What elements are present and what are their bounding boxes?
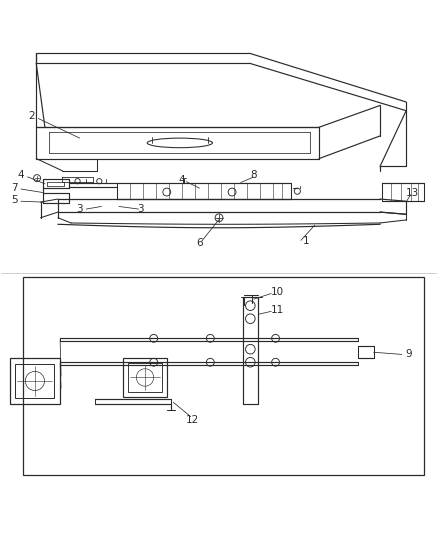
Text: 8: 8	[251, 170, 257, 180]
Text: 3: 3	[138, 204, 144, 214]
Text: 6: 6	[196, 238, 203, 248]
Text: 2: 2	[28, 111, 35, 122]
Text: 3: 3	[76, 204, 83, 214]
Text: 12: 12	[186, 415, 200, 425]
Text: 10: 10	[271, 287, 284, 297]
Text: 1: 1	[303, 236, 309, 246]
Text: 9: 9	[405, 350, 412, 359]
Text: 4: 4	[18, 170, 24, 180]
Text: 13: 13	[406, 188, 419, 198]
Text: 4: 4	[179, 175, 185, 185]
Text: 11: 11	[271, 305, 284, 315]
Bar	[123, 358, 167, 397]
Text: 5: 5	[11, 196, 18, 205]
Bar	[128, 363, 162, 392]
Bar	[10, 358, 60, 403]
Bar	[23, 277, 424, 475]
Text: 7: 7	[11, 183, 18, 193]
Bar	[15, 364, 54, 398]
